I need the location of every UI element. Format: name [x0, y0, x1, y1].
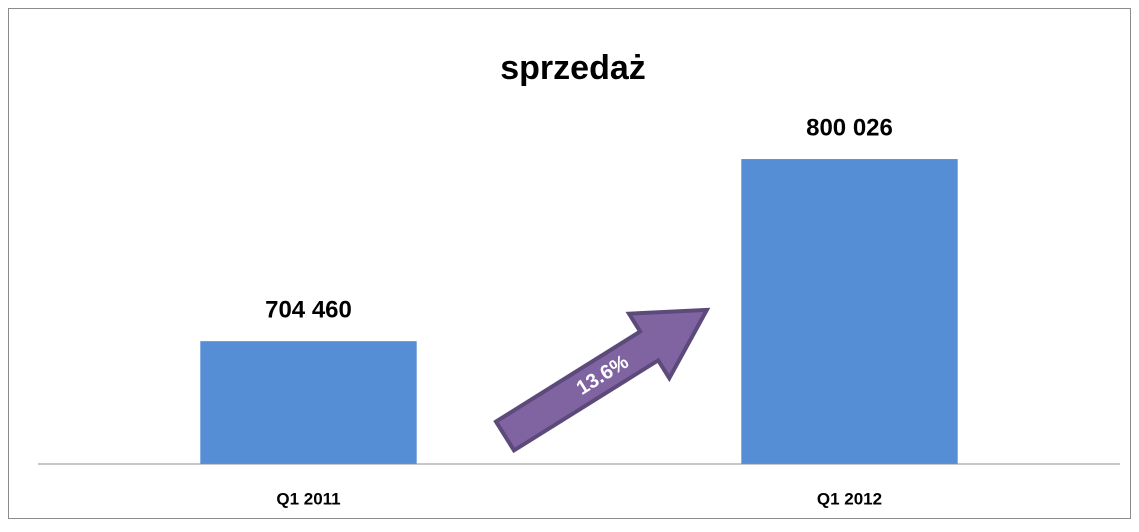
arrow-shape: [493, 307, 711, 454]
x-tick-label: Q1 2011: [276, 489, 340, 508]
x-tick-label: Q1 2012: [817, 489, 882, 508]
bar: [200, 341, 417, 464]
data-label: 800 026: [806, 114, 893, 141]
chart-title: sprzedaż: [500, 49, 646, 87]
data-label: 704 460: [265, 297, 352, 324]
bar: [741, 159, 958, 464]
